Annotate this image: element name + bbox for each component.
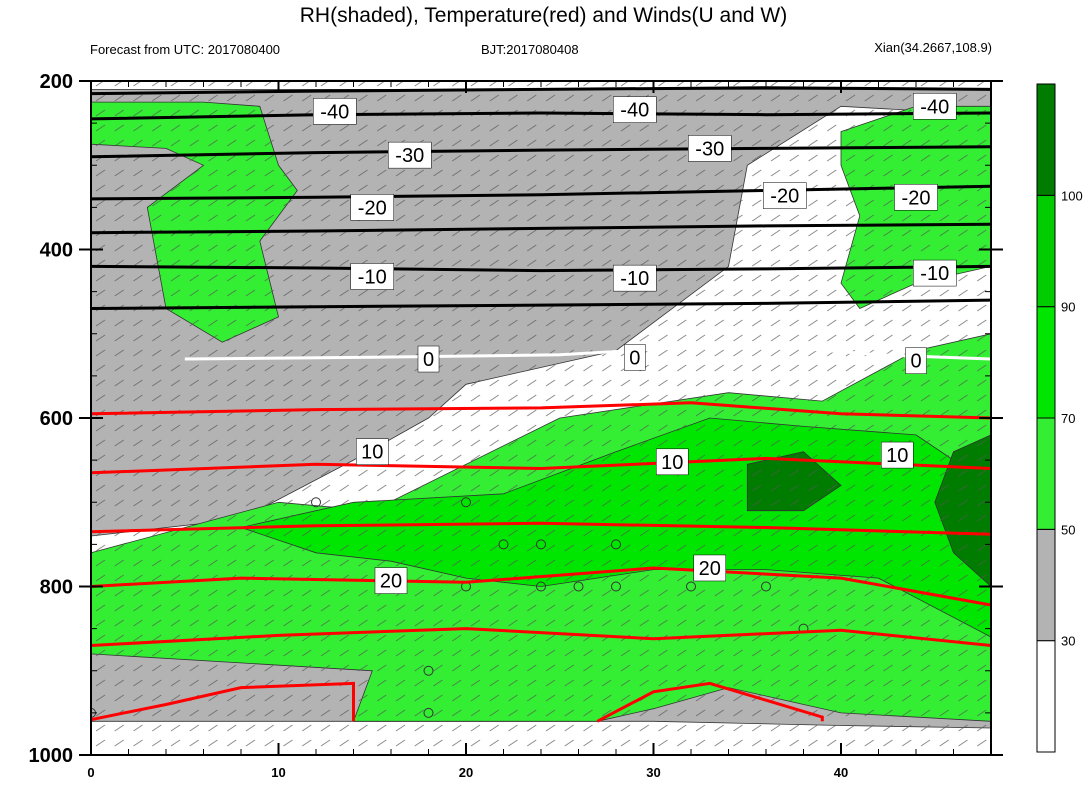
contour-label-text-4: -30 [695, 138, 724, 160]
contour-label-text-14: 10 [361, 442, 383, 464]
colorbar-swatch-4 [1036, 194, 1056, 308]
contour-label-15: 10 [656, 448, 689, 476]
vertical-motion-circle-3 [498, 539, 509, 550]
vertical-motion-circle-14 [423, 665, 434, 676]
contour-label-7: -20 [894, 184, 938, 211]
contour-label-9: -10 [613, 264, 657, 292]
temperature-contour-14 [596, 681, 824, 723]
vertical-motion-circle-12 [761, 581, 771, 592]
contour-label-18: 20 [693, 554, 726, 582]
contour-label-text-3: -30 [395, 145, 424, 167]
x-tick-label-3: 30 [646, 765, 660, 780]
y-tick-label-2: 600 [40, 408, 73, 430]
contour-label-11: 0 [417, 345, 440, 373]
contour-label-3: -30 [388, 141, 432, 169]
contour-label-text-9: -10 [620, 268, 649, 290]
contour-label-1: -40 [613, 96, 657, 123]
contour-label-text-12: 0 [629, 347, 640, 369]
temperature-contour-3 [91, 184, 991, 201]
chart-title: RH(shaded), Temperature(red) and Winds(U… [299, 4, 788, 27]
temperature-contour-5 [91, 264, 991, 273]
temperature-contour-9 [91, 456, 991, 475]
temperature-contour-1 [91, 111, 991, 121]
contour-label-text-16: 10 [886, 445, 908, 467]
temperature-contour-4 [91, 222, 991, 235]
contour-label-text-10: -10 [920, 263, 949, 285]
temperature-contour-8 [91, 401, 991, 420]
x-tick-label-0: 0 [87, 765, 94, 780]
temperature-contour-11 [91, 566, 991, 607]
contour-label-text-2: -40 [920, 96, 949, 118]
forecast-label: Forecast from UTC: 2017080400 [90, 42, 281, 57]
contour-label-2: -40 [913, 93, 957, 120]
contour-label-text-11: 0 [423, 349, 434, 371]
contour-label-text-13: 0 [910, 351, 921, 373]
colorbar-swatch-5 [1036, 83, 1056, 196]
contour-label-10: -10 [913, 259, 957, 287]
vertical-motion-circle-9 [573, 581, 584, 592]
vertical-motion-circle-11 [686, 581, 696, 592]
colorbar-label-0: 30 [1061, 634, 1075, 649]
vertical-motion-circle-15 [423, 707, 434, 718]
vertical-motion-circle-4 [536, 539, 546, 550]
bjt-label: BJT:2017080408 [481, 42, 579, 57]
contour-label-8: -10 [350, 263, 394, 290]
colorbar-label-4: 100 [1061, 188, 1083, 203]
wind-barb-field [91, 81, 991, 755]
contour-label-text-5: -20 [358, 197, 387, 219]
temperature-contour-2 [91, 145, 991, 159]
x-tick-label-1: 10 [271, 765, 285, 780]
x-tick-label-2: 20 [459, 765, 473, 780]
vertical-motion-circle-8 [536, 581, 546, 592]
temperature-contour-10 [91, 521, 991, 536]
y-tick-label-0: 200 [40, 71, 73, 93]
vertical-motion-circle-1 [311, 497, 321, 508]
temperature-contour-6 [91, 298, 991, 310]
y-tick-label-1: 400 [40, 240, 73, 262]
contour-label-6: -20 [763, 182, 807, 209]
contour-label-14: 10 [356, 438, 389, 465]
contour-label-text-15: 10 [661, 452, 683, 474]
contour-label-text-8: -10 [358, 266, 387, 288]
colorbar-swatch-1 [1036, 528, 1056, 642]
temperature-contour-7 [184, 342, 991, 361]
contour-label-text-17: 20 [380, 571, 402, 593]
vertical-motion-circle-5 [611, 539, 621, 550]
contour-label-text-7: -20 [902, 187, 931, 209]
colorbar-label-3: 90 [1061, 300, 1075, 315]
colorbar-label-2: 70 [1061, 411, 1075, 426]
vertical-motion-circle-2 [461, 497, 471, 508]
temperature-contour-13 [91, 681, 355, 722]
temperature-contour-12 [91, 627, 991, 647]
colorbar-label-1: 50 [1061, 522, 1075, 537]
colorbar-swatch-0 [1036, 640, 1056, 753]
contour-label-13: 0 [905, 347, 927, 374]
x-tick-label-4: 40 [834, 765, 848, 780]
contour-label-text-0: -40 [320, 101, 349, 123]
vertical-motion-circle-10 [611, 581, 621, 592]
contour-label-text-18: 20 [699, 558, 721, 580]
contour-label-12: 0 [624, 344, 646, 371]
contour-label-0: -40 [313, 98, 357, 125]
colorbar-swatch-2 [1036, 417, 1056, 530]
contour-label-16: 10 [881, 441, 914, 469]
colorbar-swatch-3 [1036, 306, 1056, 419]
contour-label-4: -30 [688, 135, 732, 162]
y-tick-label-3: 800 [40, 577, 73, 599]
contour-label-text-1: -40 [620, 100, 649, 122]
location-label: Xian(34.2667,108.9) [874, 40, 992, 55]
y-tick-label-4: 1000 [29, 745, 74, 767]
contour-label-5: -20 [350, 194, 394, 221]
contour-label-text-6: -20 [770, 186, 799, 208]
contour-label-17: 20 [374, 567, 408, 594]
